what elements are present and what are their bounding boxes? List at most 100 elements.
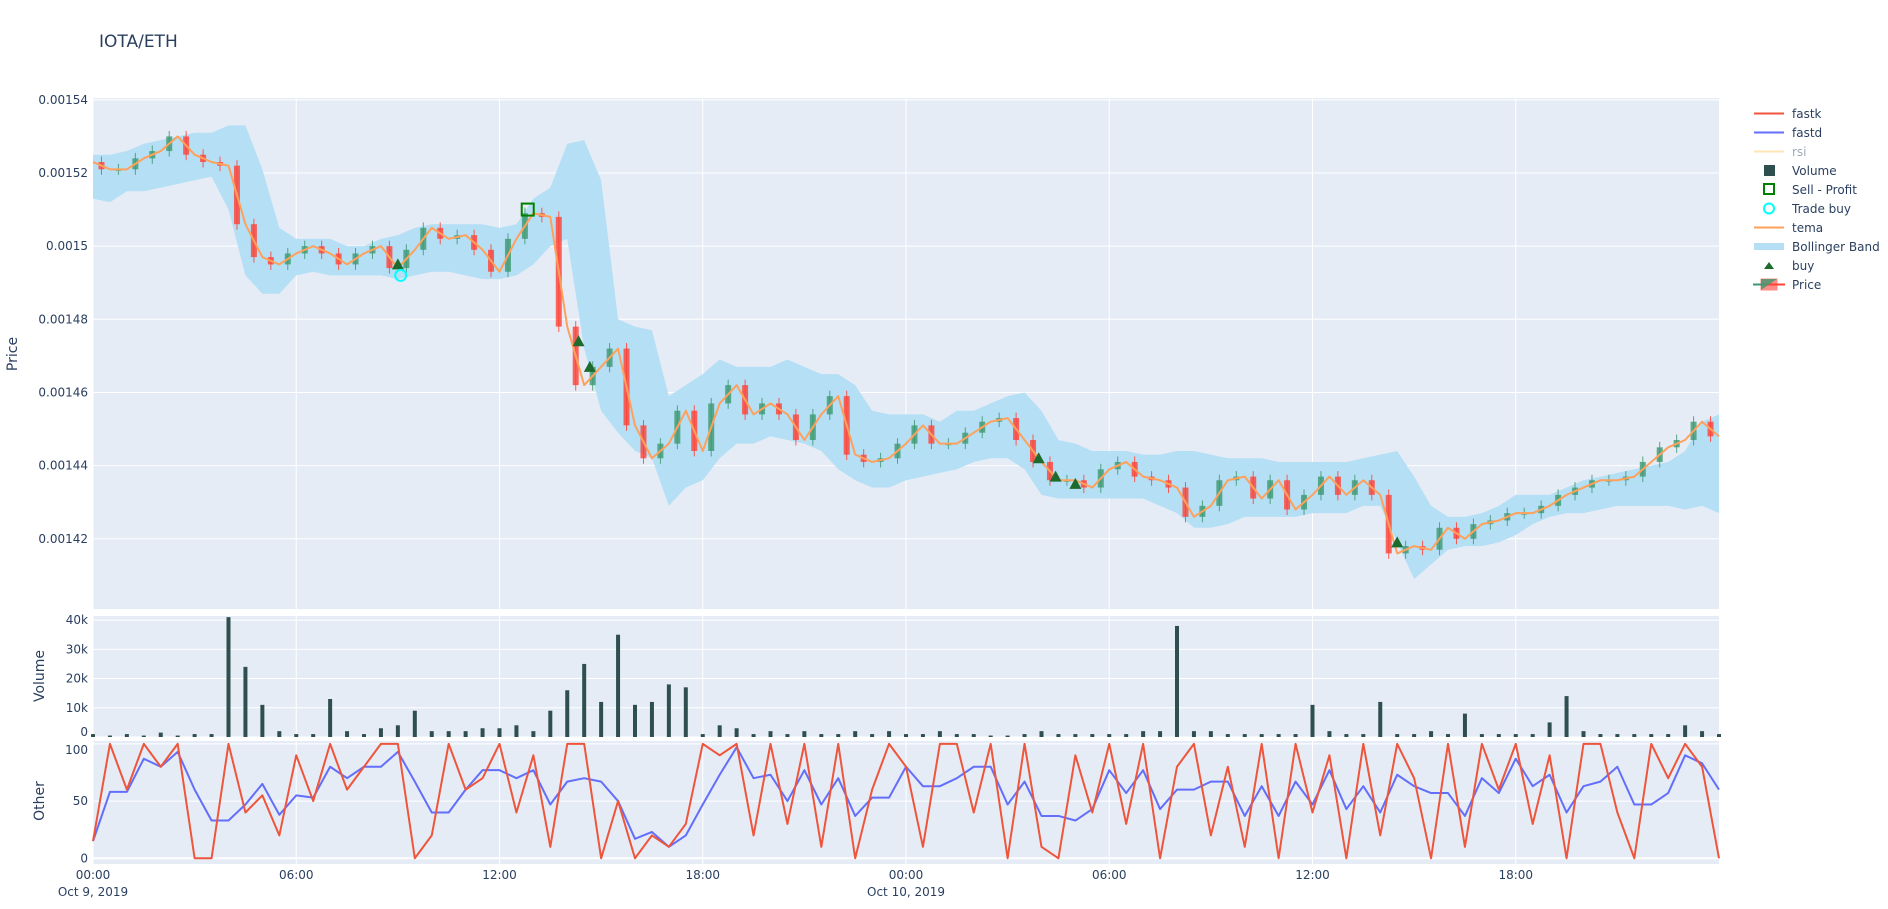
buy-marker [583,360,596,372]
volume-bar [1547,722,1552,737]
candle-icon [1752,275,1786,294]
volume-axis-title: Volume [32,650,48,702]
legend-item-trade-buy[interactable]: Trade buy [1752,199,1880,218]
volume-bar [904,734,908,737]
volume-bar [1700,731,1705,737]
volume-bar [1666,734,1671,737]
volume-bar [954,734,959,737]
legend-label: tema [1792,220,1824,235]
volume-bar [1649,734,1654,737]
price-tick-label: 0.00154 [38,93,88,107]
volume-bar [209,734,214,737]
volume-bar [378,728,383,737]
oscillator-lines [92,742,1720,860]
volume-bar [395,725,400,737]
volume-bar [870,734,875,737]
line-icon [1752,123,1786,142]
volume-bar [819,734,824,737]
other-tick-label: 50 [73,794,88,808]
band-icon [1752,237,1786,256]
volume-bar [683,687,688,737]
volume-bar [345,731,350,737]
volume-bar [988,735,993,737]
legend-item-bollinger-band[interactable]: Bollinger Band [1752,237,1880,256]
volume-tick-label: 10k [66,701,88,715]
volume-bar [1632,734,1637,737]
indicator-lines [92,135,1720,555]
volume-bar [1158,731,1163,737]
volume-bar [1225,734,1230,737]
volume-bar [649,701,654,737]
line-icon [1752,142,1786,161]
volume-bar [633,704,637,737]
volume-bar [1242,734,1247,737]
volume-bar [1175,625,1179,737]
price-tick-label: 0.00148 [38,312,88,326]
volume-bar [1462,713,1467,737]
volume-bar [141,735,146,737]
volume-bar [1259,734,1264,737]
volume-bar [294,734,299,737]
volume-bar [328,699,333,737]
buy-marker [1049,470,1062,482]
legend-label: buy [1792,258,1815,273]
axis-ticks: 0.00154 0.00152 0.0015 0.00148 0.00146 0.0014… [38,93,1533,899]
x-tick-label: 18:00 [685,868,720,882]
buy-marker [1032,452,1045,464]
volume-bar [514,725,519,737]
volume-bar [480,728,485,737]
buy-marker [572,335,585,347]
volume-bar [175,735,180,737]
volume-bar [1141,731,1146,737]
x-tick-date: Oct 9, 2019 [58,885,128,899]
volume-bar [1615,734,1620,737]
legend-item-fastd[interactable]: fastd [1752,123,1880,142]
volume-bar [1039,731,1044,737]
volume-bar [429,731,434,737]
volume-bar [853,731,858,737]
volume-bar [1276,734,1281,737]
volume-bars [91,617,1721,737]
other-tick-label: 100 [65,743,88,757]
volume-bar [243,666,248,737]
legend-label: fastk [1792,106,1822,121]
x-tick-label: 06:00 [279,868,314,882]
volume-bar [124,734,129,737]
volume-bar [717,725,722,737]
volume-bar [1412,734,1417,737]
chart-title: IOTA/ETH [99,32,178,52]
legend-item-buy[interactable]: buy [1752,256,1880,275]
legend-label: Bollinger Band [1792,239,1880,254]
legend-item-fastk[interactable]: fastk [1752,104,1880,123]
volume-bar [226,617,231,737]
bollinger-band-area [93,125,1719,580]
buy-marker [1069,477,1082,489]
trade-buy-marker [394,268,408,282]
volume-bar [1107,734,1112,737]
square-open-icon [1752,180,1786,199]
volume-bar [1022,734,1027,737]
volume-bar [1090,734,1095,737]
legend-item-sell-profit[interactable]: Sell - Profit [1752,180,1880,199]
legend: fastk fastd rsi Volume Sell - Profit Trade bu… [1752,104,1880,294]
legend-item-tema[interactable]: tema [1752,218,1880,237]
bollinger-band [93,125,1719,580]
volume-bar [1310,704,1315,737]
price-tick-label: 0.00142 [38,532,88,546]
legend-item-price[interactable]: Price [1752,275,1880,294]
legend-item-rsi[interactable]: rsi [1752,142,1880,161]
volume-bar [1208,731,1213,737]
volume-bar [666,684,671,737]
volume-bar [1496,734,1501,737]
price-tick-label: 0.00146 [38,385,88,399]
fastk-line [92,742,1720,860]
legend-item-volume[interactable]: Volume [1752,161,1880,180]
price-tick-label: 0.0015 [46,239,88,253]
volume-bar [802,731,807,737]
volume-bar [311,734,316,737]
volume-bar [1446,734,1450,737]
volume-bar [616,634,621,737]
volume-bar [836,734,841,737]
volume-bar [1056,734,1061,737]
